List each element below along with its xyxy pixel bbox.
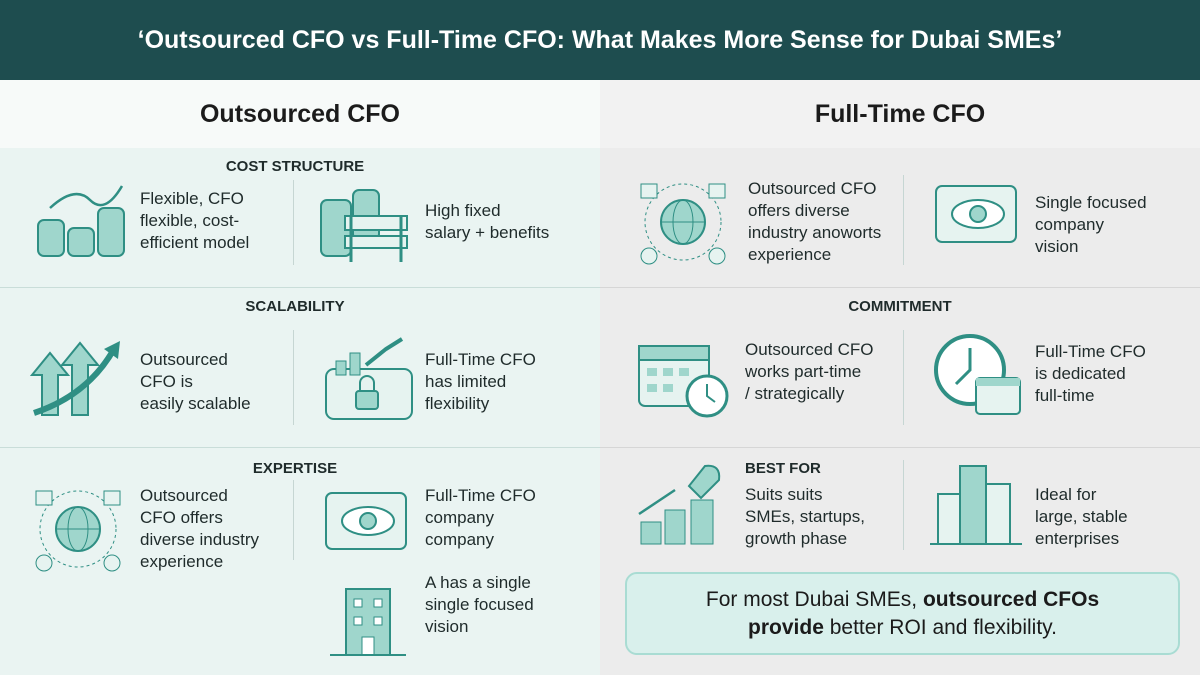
icon [320,575,416,665]
item-text: CFO offers [140,508,223,527]
item-text: Full-Time CFO [425,486,536,505]
section-label: SCALABILITY [245,298,345,315]
icon [30,180,126,270]
item-text: company [425,508,494,527]
icon-graphic [320,189,408,262]
separator [600,447,1200,448]
item-text: High fixed [425,201,501,220]
item-text: experience [140,552,224,571]
title: ‘Outsourced CFO vs Full-Time CFO: What M… [0,0,1200,80]
item-text: Outsourced [140,350,228,369]
icon [635,460,731,550]
icon [320,335,416,425]
icon [28,335,124,425]
item-text: Single focused [1035,193,1147,212]
item-text: Full-Time CFO [1035,342,1146,361]
icon-graphic [640,183,726,265]
item-text: company [1035,215,1104,234]
item-text: SMEs, startups, [745,507,865,526]
icon [320,485,416,575]
item-text: Suits suits [745,485,823,504]
item-text: Flexible, CFO [140,189,244,208]
icon-graphic [35,490,121,572]
callout-line: For most Dubai SMEs, outsourced CFOs [706,586,1099,614]
icon-graphic [930,465,1022,545]
item-text: single focused [425,595,534,614]
icon-graphic [37,185,125,257]
callout-emphasis: provide [748,615,824,639]
item-text: easily scalable [140,394,251,413]
item-text: salary + benefits [425,223,550,242]
item-text: experience [748,245,832,264]
item-text: vision [1035,237,1079,256]
icon [930,330,1026,420]
icon [930,460,1026,550]
icon-graphic [934,334,1021,415]
separator [0,447,600,448]
callout: For most Dubai SMEs, outsourced CFOs prov… [625,572,1180,655]
section-label: COST STRUCTURE [225,158,365,175]
item-text: industry anoworts [748,223,882,242]
item-text: company [425,530,494,549]
icon-graphic [638,464,721,545]
item-text: growth phase [745,529,848,548]
callout-text: better ROI and flexibility. [823,615,1057,639]
divider [293,330,294,425]
item-text: efficient model [140,233,250,252]
separator [0,287,600,288]
icon [315,180,411,270]
item-text: has limited [425,372,507,391]
right-heading: Full-Time CFO [600,80,1200,148]
icon-graphic [638,345,729,418]
icon-graphic [330,588,406,656]
icon [635,332,731,422]
item-text: flexibility [425,394,490,413]
item-text: Outsourced [140,486,228,505]
item-text: CFO is [140,372,193,391]
item-text: large, stable [1035,507,1128,526]
section-label: COMMITMENT [848,298,952,315]
item-text: enterprises [1035,529,1120,548]
icon [30,485,126,575]
item-text: Full-Time CFO [425,350,536,369]
divider [903,175,904,265]
icon-graphic [325,492,407,550]
callout-emphasis: outsourced CFOs [922,587,1100,611]
item-text: / strategically [745,384,845,403]
divider [903,460,904,550]
icon [930,178,1026,268]
callout-line: provide better ROI and flexibility. [748,614,1057,642]
icon [635,178,731,268]
icon-graphic [935,185,1017,243]
item-text: Outsourced CFO [748,179,877,198]
divider [903,330,904,425]
icon-graphic [29,341,120,416]
item-text: flexible, cost- [140,211,240,230]
callout-text: For most Dubai SMEs, [705,587,923,611]
item-text: full-time [1035,386,1095,405]
separator [600,287,1200,288]
section-label: EXPERTISE [252,460,338,477]
icon-graphic [325,337,413,420]
item-text: works part-time [745,362,862,381]
item-text: Ideal for [1035,485,1097,504]
left-panel [0,80,600,675]
section-label: BEST FOR [745,460,821,477]
item-text: is dedicated [1035,364,1126,383]
item-text: A has a single [425,573,531,592]
item-text: offers diverse [748,201,850,220]
item-text: vision [425,617,469,636]
divider [293,480,294,560]
item-text: Outsourced CFO [745,340,874,359]
left-heading: Outsourced CFO [0,80,600,148]
item-text: diverse industry [140,530,260,549]
divider [293,180,294,265]
